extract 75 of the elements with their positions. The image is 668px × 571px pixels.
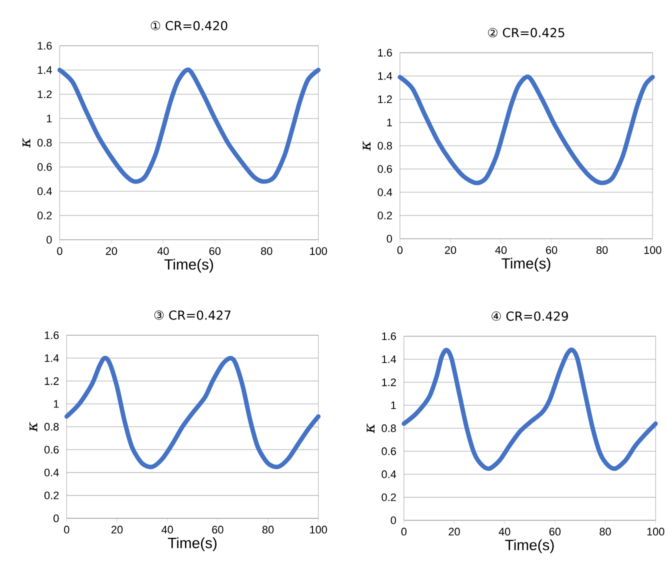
y-tick-label: 0.6 — [44, 446, 59, 454]
y-tick-label: 0.6 — [378, 165, 392, 173]
y-tick-label: 1.4 — [382, 356, 396, 363]
y-tick-label: 0.8 — [378, 142, 392, 150]
x-tick-label: 20 — [111, 526, 123, 534]
y-tick-label: 1.6 — [38, 42, 52, 50]
y-tick-label: 1.6 — [378, 48, 392, 57]
y-axis-title: κ — [22, 138, 30, 148]
y-tick-label: 1.2 — [44, 377, 59, 385]
x-tick-label: 100 — [310, 526, 328, 534]
x-tick-label: 80 — [596, 246, 608, 254]
line-series — [402, 348, 658, 471]
x-tick-label: 60 — [546, 246, 558, 254]
x-tick-label: 20 — [106, 247, 118, 255]
x-axis-title: Time(s) — [505, 539, 554, 554]
x-tick-label: 40 — [157, 247, 169, 255]
y-tick-label: 0 — [46, 236, 52, 244]
x-tick-label: 60 — [212, 526, 224, 534]
y-tick-label: 0.2 — [44, 492, 59, 500]
y-tick-label: 0 — [390, 516, 396, 524]
x-tick-label: 100 — [310, 247, 328, 255]
y-tick-label: 1.4 — [378, 72, 392, 80]
line-series — [57, 68, 321, 184]
y-tick-label: 0.4 — [44, 468, 59, 476]
y-axis-title: κ — [366, 424, 374, 434]
x-tick-label: 0 — [397, 246, 403, 254]
y-tick-label: 0.2 — [37, 212, 52, 220]
y-tick-label: 1.2 — [382, 378, 396, 386]
x-tick-label: 60 — [209, 247, 221, 255]
y-tick-label: 0.8 — [382, 424, 396, 432]
y-tick-label: 0.8 — [44, 422, 59, 431]
y-tick-label: 0.4 — [37, 187, 52, 196]
y-tick-label: 0.8 — [37, 138, 52, 147]
chart-title: ④ CR=0.429 — [492, 311, 568, 321]
y-tick-label: 1.2 — [378, 95, 392, 104]
y-tick-label: 1.6 — [44, 331, 59, 340]
y-tick-label: 0.2 — [378, 212, 392, 220]
line-series — [398, 74, 655, 186]
y-tick-label: 1.2 — [38, 90, 52, 98]
x-tick-label: 40 — [162, 526, 173, 534]
y-tick-label: 0.6 — [382, 447, 396, 456]
x-tick-label: 60 — [549, 528, 561, 536]
y-tick-label: 0.4 — [378, 188, 392, 196]
y-tick-label: 0.6 — [37, 163, 52, 171]
x-tick-label: 40 — [495, 246, 507, 254]
x-tick-label: 80 — [261, 247, 272, 255]
line-series — [64, 356, 321, 470]
y-tick-label: 1.6 — [382, 332, 396, 340]
x-tick-label: 20 — [444, 246, 456, 254]
y-tick-label: 1 — [46, 114, 52, 122]
x-axis-title: Time(s) — [502, 258, 550, 272]
chart-title: ② CR=0.425 — [488, 28, 564, 38]
chart-title: ③ CR=0.427 — [154, 310, 230, 320]
y-tick-label: 1 — [387, 118, 392, 126]
y-tick-label: 0.2 — [382, 493, 396, 502]
y-tick-label: 1.4 — [38, 66, 52, 74]
chart-title: ① CR=0.420 — [150, 20, 228, 30]
y-tick-label: 0 — [386, 234, 392, 243]
x-tick-label: 0 — [401, 528, 407, 536]
x-axis-title: Time(s) — [168, 537, 216, 552]
y-axis-title: κ — [30, 422, 38, 432]
y-tick-label: 0 — [54, 514, 59, 522]
x-axis-title: Time(s) — [164, 258, 214, 273]
y-tick-label: 0.4 — [382, 470, 396, 478]
y-tick-label: 1 — [54, 400, 59, 408]
x-tick-label: 100 — [644, 246, 662, 254]
x-tick-label: 80 — [262, 526, 274, 534]
x-tick-label: 80 — [600, 528, 611, 536]
x-tick-label: 20 — [448, 528, 460, 536]
y-axis-title: κ — [362, 141, 370, 151]
x-tick-label: 100 — [647, 528, 664, 536]
y-tick-label: 1.4 — [44, 354, 59, 362]
x-tick-label: 40 — [498, 528, 510, 536]
x-tick-label: 0 — [64, 526, 70, 534]
y-tick-label: 1 — [391, 402, 396, 409]
